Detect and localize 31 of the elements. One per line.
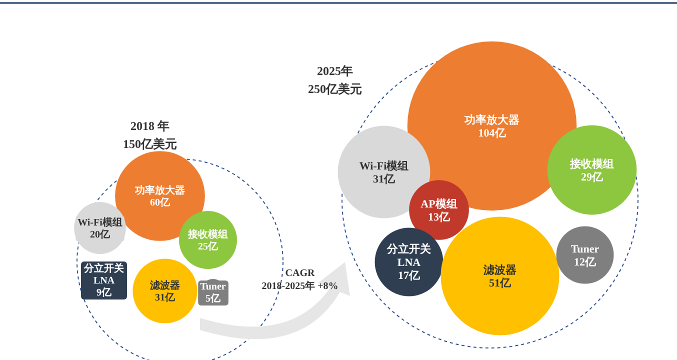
category-label: 分立开关 LNA: [83, 262, 125, 286]
data-label: 31亿: [373, 173, 396, 186]
text: 150亿美元: [123, 137, 177, 151]
category-label: 功率放大器: [134, 184, 185, 196]
data-label: 104亿: [478, 127, 507, 140]
category-label: 滤波器: [482, 263, 516, 276]
data-label: 60亿: [150, 196, 171, 208]
category-label: 滤波器: [149, 280, 180, 292]
text: 250亿美元: [308, 82, 362, 96]
category-label: Tuner: [200, 282, 226, 292]
text: 2018 年: [130, 119, 170, 133]
data-label: 51亿: [489, 277, 512, 290]
data-label: 9亿: [96, 286, 112, 298]
data-label: 17亿: [398, 270, 421, 282]
data-label: 12亿: [574, 256, 597, 268]
category-label: 接收模组: [569, 157, 614, 170]
data-label: 29亿: [581, 171, 604, 184]
data-label: 25亿: [198, 240, 219, 252]
category-label: 功率放大器: [464, 113, 520, 126]
text: CAGR 2018-2025年 +8%: [262, 268, 338, 292]
data-label: 13亿: [428, 211, 451, 224]
text: 2025年: [317, 64, 353, 78]
data-label: 31亿: [155, 292, 176, 304]
category-label: Wi-Fi模组: [78, 216, 122, 228]
category-label: Tuner: [570, 243, 600, 256]
category-label: Wi-Fi模组: [359, 159, 409, 172]
data-label: 20亿: [90, 228, 111, 240]
category-label: AP模组: [420, 197, 458, 210]
data-label: 5亿: [206, 292, 222, 304]
category-label: 接收模组: [187, 228, 228, 240]
category-label: 分立开关 LNA: [386, 242, 432, 269]
